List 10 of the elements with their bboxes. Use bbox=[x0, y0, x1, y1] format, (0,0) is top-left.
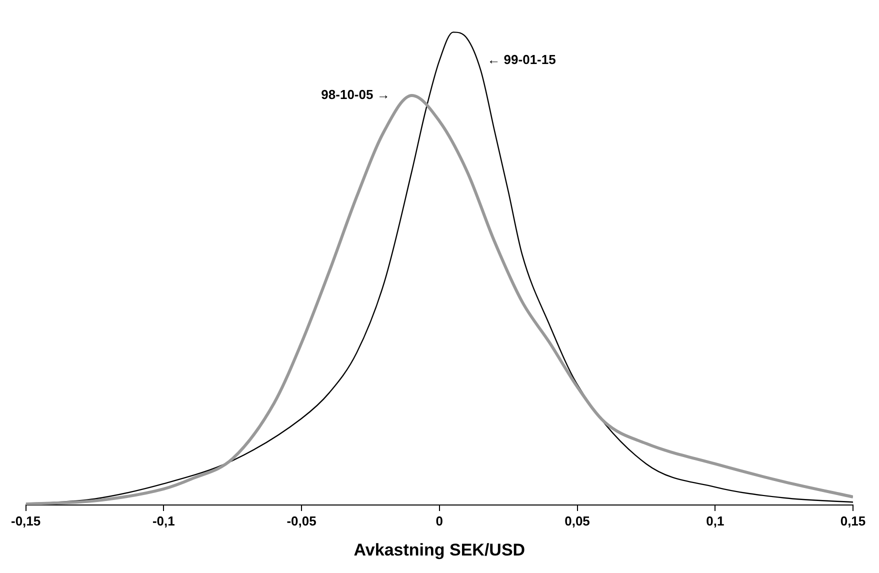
x-tick-label: 0,05 bbox=[564, 513, 590, 528]
x-tick-label: 0 bbox=[436, 513, 444, 528]
x-tick-label: -0,15 bbox=[10, 513, 41, 528]
series-label: ← 99-01-15 bbox=[487, 52, 556, 67]
x-tick-label: 0,1 bbox=[706, 513, 724, 528]
x-tick-label: -0,05 bbox=[286, 513, 316, 528]
x-tick-label: 0,15 bbox=[840, 513, 866, 528]
x-axis-title: Avkastning SEK/USD bbox=[354, 540, 526, 560]
series-label: 98-10-05 → bbox=[321, 87, 390, 102]
x-tick-label: -0,1 bbox=[152, 513, 175, 528]
